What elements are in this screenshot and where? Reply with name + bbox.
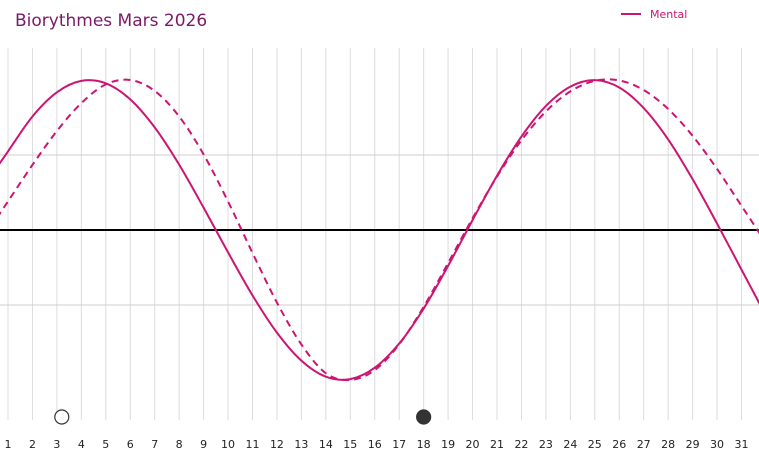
series-lines xyxy=(0,78,759,382)
x-tick-label-18: 18 xyxy=(417,438,431,451)
x-tick-label-24: 24 xyxy=(563,438,577,451)
x-tick-label-20: 20 xyxy=(466,438,480,451)
x-tick-label-30: 30 xyxy=(710,438,724,451)
x-tick-label-23: 23 xyxy=(539,438,553,451)
x-tick-label-3: 3 xyxy=(53,438,60,451)
x-tick-label-21: 21 xyxy=(490,438,504,451)
x-tick-label-29: 29 xyxy=(686,438,700,451)
legend-swatch-mental xyxy=(621,13,641,15)
x-tick-label-9: 9 xyxy=(200,438,207,451)
x-tick-labels: 1 2 3 4 5 6 7 8 9 10 11 12 13 14 15 16 17 18 19 20 21 22 23 24 2… xyxy=(5,438,749,451)
grid xyxy=(0,48,759,420)
x-tick-label-5: 5 xyxy=(102,438,109,451)
x-tick-label-14: 14 xyxy=(319,438,333,451)
x-tick-label-22: 22 xyxy=(514,438,528,451)
x-tick-label-25: 25 xyxy=(588,438,602,451)
chart-title: Biorythmes Mars 2026 xyxy=(15,11,208,31)
x-tick-label-16: 16 xyxy=(368,438,382,451)
x-tick-label-15: 15 xyxy=(343,438,357,451)
marker-hollow-circle xyxy=(54,409,70,425)
x-tick-label-13: 13 xyxy=(294,438,308,451)
x-tick-label-26: 26 xyxy=(612,438,626,451)
x-tick-label-7: 7 xyxy=(151,438,158,451)
legend-label-mental: Mental xyxy=(650,7,688,21)
series-line-mental xyxy=(0,79,759,381)
x-tick-label-10: 10 xyxy=(221,438,235,451)
series-line-mental-dashed xyxy=(0,78,759,382)
x-tick-label-27: 27 xyxy=(637,438,651,451)
x-tick-label-8: 8 xyxy=(176,438,183,451)
x-tick-label-31: 31 xyxy=(735,438,749,451)
x-tick-label-19: 19 xyxy=(441,438,455,451)
x-tick-label-6: 6 xyxy=(127,438,134,451)
legend[interactable]: Mental xyxy=(621,6,687,22)
marker-filled-circle xyxy=(416,409,432,425)
day-markers xyxy=(54,409,432,425)
x-tick-label-1: 1 xyxy=(5,438,12,451)
x-tick-label-28: 28 xyxy=(661,438,675,451)
x-tick-label-2: 2 xyxy=(29,438,36,451)
x-tick-label-17: 17 xyxy=(392,438,406,451)
x-tick-label-12: 12 xyxy=(270,438,284,451)
x-tick-label-11: 11 xyxy=(246,438,260,451)
x-tick-label-4: 4 xyxy=(78,438,85,451)
